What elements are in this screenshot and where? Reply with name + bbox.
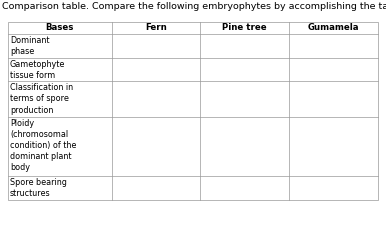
Bar	[8, 22, 378, 200]
Text: Bases: Bases	[46, 24, 74, 32]
Text: Gumamela: Gumamela	[308, 24, 359, 32]
Text: Gametophyte
tissue form: Gametophyte tissue form	[10, 60, 65, 80]
Text: Pine tree: Pine tree	[222, 24, 267, 32]
Text: Spore bearing
structures: Spore bearing structures	[10, 178, 67, 198]
Text: Fern: Fern	[145, 24, 167, 32]
Text: Dominant
phase: Dominant phase	[10, 36, 49, 56]
Text: Classification in
terms of spore
production: Classification in terms of spore product…	[10, 83, 73, 115]
Text: Comparison table. Compare the following embryophytes by accomplishing the table : Comparison table. Compare the following …	[2, 2, 386, 11]
Text: Ploidy
(chromosomal
condition) of the
dominant plant
body: Ploidy (chromosomal condition) of the do…	[10, 119, 76, 172]
